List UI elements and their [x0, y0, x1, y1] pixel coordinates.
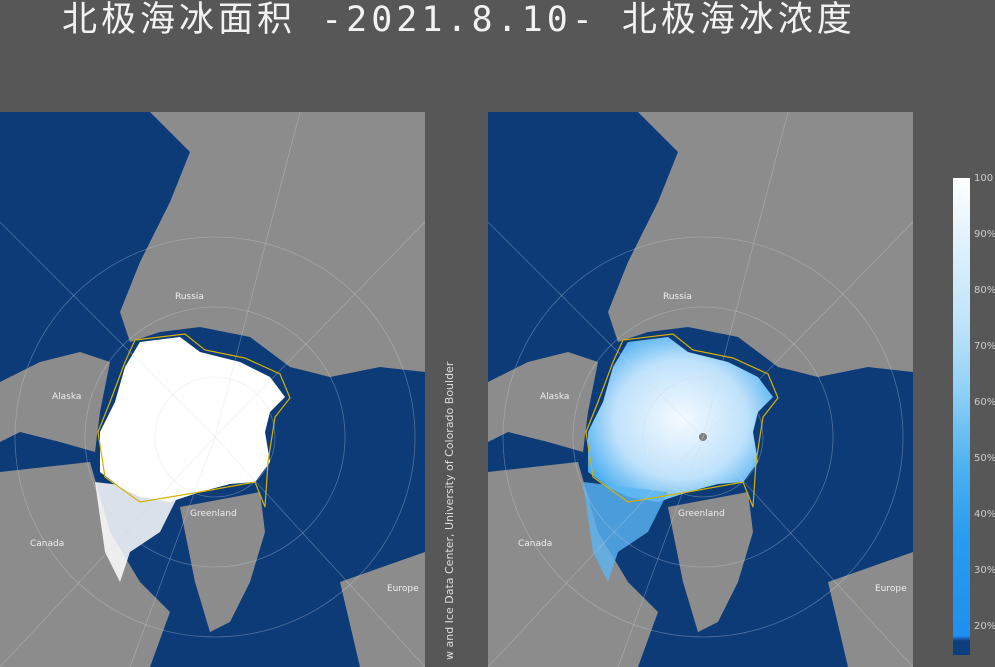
sea-ice: [100, 337, 285, 502]
sea-ice-concentration-map: Russia Alaska Canada Greenland Europe: [488, 112, 913, 667]
colorbar-tick: 30%: [974, 565, 995, 576]
colorbar-tick: 40%: [974, 509, 995, 520]
land-europe: [340, 552, 425, 667]
label-russia: Russia: [175, 292, 204, 302]
land-russia: [548, 112, 913, 377]
sea-ice-concentration: [588, 337, 773, 502]
map-svg: [488, 112, 913, 667]
label-canada: Canada: [30, 539, 65, 549]
concentration-colorbar: [953, 178, 970, 655]
label-greenland: Greenland: [190, 509, 237, 519]
pole-hole: [699, 433, 707, 441]
land-canada: [0, 462, 170, 667]
median-ice-edge: [585, 333, 779, 508]
land-alaska: [0, 352, 110, 452]
land-greenland: [180, 492, 265, 632]
colorbar-tick: 80%: [974, 285, 995, 296]
colorbar-tick: 70%: [974, 341, 995, 352]
data-credit: w and Ice Data Center, University of Col…: [443, 361, 456, 660]
label-europe: Europe: [387, 584, 419, 594]
colorbar-tick: 60%: [974, 397, 995, 408]
label-canada: Canada: [518, 539, 553, 549]
land-canada: [488, 462, 658, 667]
land-greenland: [668, 492, 753, 632]
label-alaska: Alaska: [52, 392, 82, 402]
graticule: [488, 112, 913, 667]
land-russia: [60, 112, 425, 377]
colorbar-tick: 90%: [974, 229, 995, 240]
sea-ice-fragments: [583, 482, 668, 582]
page-title: 北极海冰面积 -2021.8.10- 北极海冰浓度: [62, 0, 856, 40]
label-greenland: Greenland: [678, 509, 725, 519]
label-europe: Europe: [875, 584, 907, 594]
label-alaska: Alaska: [540, 392, 570, 402]
label-russia: Russia: [663, 292, 692, 302]
colorbar-tick: 20%: [974, 621, 995, 632]
graticule: [0, 112, 425, 667]
sea-ice-extent-map: Russia Alaska Canada Greenland Europe: [0, 112, 425, 667]
colorbar-tick: 50%: [974, 453, 995, 464]
map-svg: [0, 112, 425, 667]
sea-ice-fragments: [95, 482, 180, 582]
colorbar-tick: 100: [974, 173, 994, 184]
median-ice-edge: [97, 333, 291, 508]
land-europe: [828, 552, 913, 667]
land-alaska: [488, 352, 598, 452]
